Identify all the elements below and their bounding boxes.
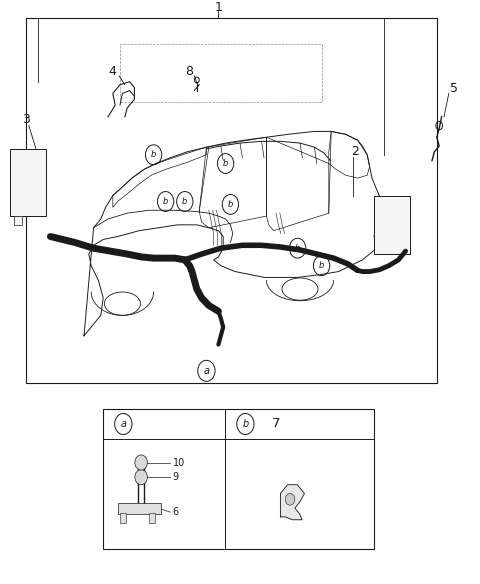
Bar [10,149,46,216]
Bar [120,44,322,102]
Text: b: b [242,419,249,429]
Bar [14,216,22,225]
Text: 8: 8 [186,65,193,78]
Circle shape [285,493,295,505]
Circle shape [135,470,147,485]
Bar [103,409,374,549]
Text: 9: 9 [173,472,179,482]
Text: b: b [228,200,233,209]
Circle shape [135,455,147,470]
Text: b: b [163,197,168,206]
Text: b: b [319,261,324,270]
Text: 5: 5 [450,82,457,95]
Text: 7: 7 [271,418,280,430]
Bar [149,513,155,523]
Bar [118,503,161,514]
Text: 3: 3 [23,113,30,126]
Text: b: b [151,150,156,159]
Text: 10: 10 [173,457,185,468]
Text: 2: 2 [351,145,359,158]
Bar [120,513,126,523]
Text: 1: 1 [215,1,222,13]
Bar [26,18,437,383]
Text: 4: 4 [109,65,117,78]
Bar [374,196,410,254]
Polygon shape [280,485,304,520]
Text: b: b [295,244,300,253]
Text: b: b [223,159,228,168]
Text: a: a [204,366,209,376]
Text: a: a [120,419,126,429]
Text: b: b [182,197,188,206]
Text: 6: 6 [173,507,179,517]
